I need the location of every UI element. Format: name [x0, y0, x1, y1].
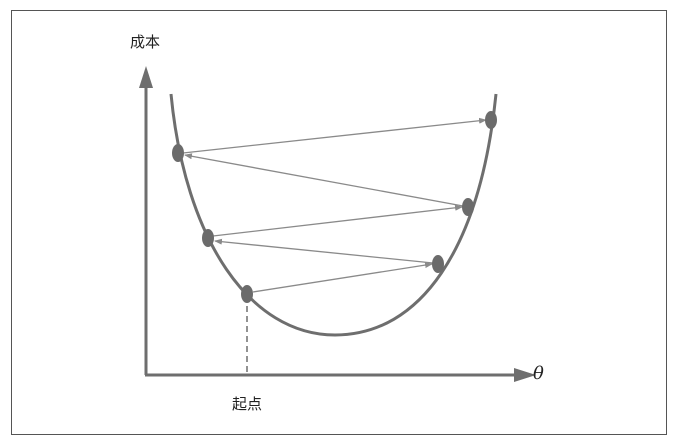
point-step-3 [462, 198, 474, 216]
point-step-1 [432, 255, 444, 273]
step-arrow-1 [252, 262, 433, 293]
y-axis-arrowhead [139, 66, 153, 88]
x-axis-arrowhead [514, 368, 536, 382]
step-arrow-2 [214, 238, 434, 264]
start-point-label: 起点 [232, 395, 263, 413]
step-arrow-5 [182, 117, 487, 154]
figure-frame [11, 10, 667, 435]
x-axis-label: θ [533, 363, 544, 384]
point-step-2 [202, 229, 214, 247]
cost-curve [169, 93, 498, 337]
step-arrow-4 [184, 153, 464, 207]
y-axis-label: 成本 [130, 33, 161, 51]
point-step-4 [172, 144, 184, 162]
point-start [241, 285, 253, 303]
point-step-5 [485, 111, 497, 129]
step-arrow-3 [212, 204, 463, 237]
